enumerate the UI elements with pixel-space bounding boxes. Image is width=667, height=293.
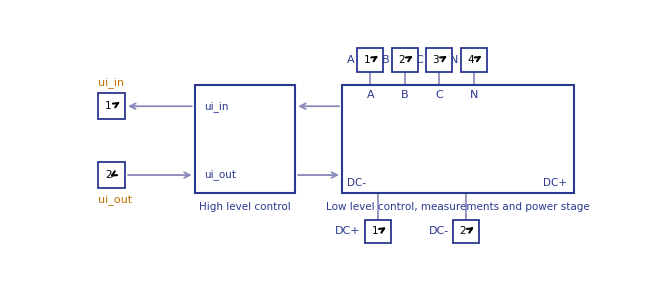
Bar <box>195 85 295 193</box>
Text: ui_in: ui_in <box>98 77 125 88</box>
Text: 1: 1 <box>364 55 370 65</box>
Text: A: A <box>366 90 374 100</box>
Text: 1: 1 <box>105 101 112 111</box>
Text: ui_out: ui_out <box>98 194 133 205</box>
Bar <box>453 219 479 243</box>
Text: ui_out: ui_out <box>204 170 236 180</box>
Text: DC-: DC- <box>347 178 366 188</box>
Text: C: C <box>435 90 443 100</box>
Bar <box>461 48 487 72</box>
Bar <box>426 48 452 72</box>
Text: 2: 2 <box>460 226 466 236</box>
Text: High level control: High level control <box>199 202 291 212</box>
Text: C: C <box>416 55 424 65</box>
Text: N: N <box>470 90 478 100</box>
Text: 3: 3 <box>433 55 440 65</box>
Bar <box>365 219 391 243</box>
Text: B: B <box>382 55 390 65</box>
Bar <box>358 48 384 72</box>
Text: A: A <box>347 55 355 65</box>
Text: Low level control, measurements and power stage: Low level control, measurements and powe… <box>326 202 590 212</box>
Bar <box>98 162 125 188</box>
Text: 4: 4 <box>468 55 474 65</box>
Text: 2: 2 <box>105 170 112 180</box>
Text: N: N <box>450 55 458 65</box>
Text: 2: 2 <box>398 55 405 65</box>
Text: DC+: DC+ <box>336 226 361 236</box>
Text: DC+: DC+ <box>543 178 567 188</box>
Text: B: B <box>401 90 409 100</box>
Bar <box>342 85 574 193</box>
Bar <box>98 93 125 119</box>
Text: 1: 1 <box>372 226 378 236</box>
Bar <box>392 48 418 72</box>
Text: ui_in: ui_in <box>204 101 228 112</box>
Text: DC-: DC- <box>429 226 449 236</box>
